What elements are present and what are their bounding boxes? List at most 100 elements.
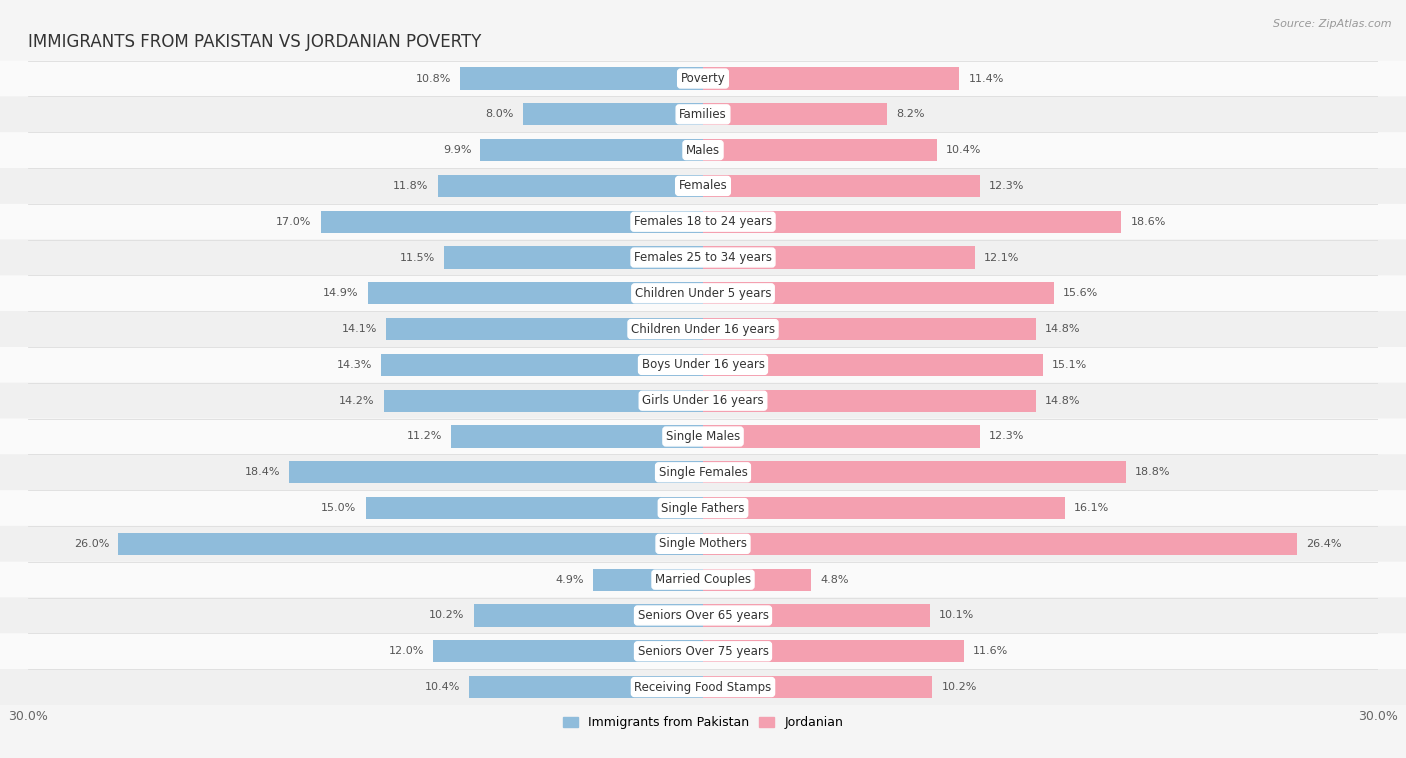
Bar xyxy=(703,211,1122,233)
Bar xyxy=(703,390,1036,412)
Text: 14.3%: 14.3% xyxy=(337,360,373,370)
Text: Receiving Food Stamps: Receiving Food Stamps xyxy=(634,681,772,694)
Text: 10.8%: 10.8% xyxy=(416,74,451,83)
FancyBboxPatch shape xyxy=(0,562,1406,597)
Text: Females: Females xyxy=(679,180,727,193)
Text: 11.5%: 11.5% xyxy=(401,252,436,262)
FancyBboxPatch shape xyxy=(0,634,1406,669)
Bar xyxy=(481,139,703,161)
Text: 11.6%: 11.6% xyxy=(973,647,1008,656)
Text: Single Mothers: Single Mothers xyxy=(659,537,747,550)
Text: Males: Males xyxy=(686,143,720,157)
Text: 15.1%: 15.1% xyxy=(1052,360,1087,370)
Text: Females 18 to 24 years: Females 18 to 24 years xyxy=(634,215,772,228)
Text: 15.6%: 15.6% xyxy=(1063,288,1098,299)
Bar xyxy=(703,318,1036,340)
Bar xyxy=(703,175,980,197)
Text: 15.0%: 15.0% xyxy=(322,503,357,513)
Text: Single Males: Single Males xyxy=(666,430,740,443)
Bar xyxy=(703,461,1126,484)
Text: 18.6%: 18.6% xyxy=(1130,217,1166,227)
Bar xyxy=(593,568,703,590)
Bar xyxy=(703,641,965,662)
Bar xyxy=(381,354,703,376)
Bar xyxy=(703,533,1296,555)
FancyBboxPatch shape xyxy=(0,275,1406,312)
Bar xyxy=(460,67,703,89)
Text: Source: ZipAtlas.com: Source: ZipAtlas.com xyxy=(1274,19,1392,29)
Text: Single Fathers: Single Fathers xyxy=(661,502,745,515)
FancyBboxPatch shape xyxy=(0,454,1406,490)
Bar xyxy=(444,246,703,268)
Text: IMMIGRANTS FROM PAKISTAN VS JORDANIAN POVERTY: IMMIGRANTS FROM PAKISTAN VS JORDANIAN PO… xyxy=(28,33,481,51)
Text: 10.2%: 10.2% xyxy=(429,610,464,621)
Bar xyxy=(470,676,703,698)
Bar xyxy=(437,175,703,197)
Text: 12.0%: 12.0% xyxy=(388,647,425,656)
Bar xyxy=(703,139,936,161)
Text: Married Couples: Married Couples xyxy=(655,573,751,586)
Text: 10.1%: 10.1% xyxy=(939,610,974,621)
Bar xyxy=(385,318,703,340)
FancyBboxPatch shape xyxy=(0,240,1406,275)
Text: 18.8%: 18.8% xyxy=(1135,467,1170,478)
Text: Females 25 to 34 years: Females 25 to 34 years xyxy=(634,251,772,264)
FancyBboxPatch shape xyxy=(0,96,1406,132)
Text: 12.3%: 12.3% xyxy=(988,431,1024,441)
Text: 14.8%: 14.8% xyxy=(1045,324,1080,334)
FancyBboxPatch shape xyxy=(0,132,1406,168)
Text: Families: Families xyxy=(679,108,727,121)
Bar xyxy=(703,676,932,698)
Bar xyxy=(290,461,703,484)
Text: Boys Under 16 years: Boys Under 16 years xyxy=(641,359,765,371)
Text: Poverty: Poverty xyxy=(681,72,725,85)
Bar xyxy=(703,282,1054,305)
Text: 10.4%: 10.4% xyxy=(946,145,981,155)
Text: Girls Under 16 years: Girls Under 16 years xyxy=(643,394,763,407)
Bar xyxy=(474,604,703,627)
Bar xyxy=(703,246,976,268)
Bar xyxy=(703,497,1066,519)
Bar xyxy=(523,103,703,125)
Text: 10.2%: 10.2% xyxy=(942,682,977,692)
FancyBboxPatch shape xyxy=(0,204,1406,240)
Text: 26.4%: 26.4% xyxy=(1306,539,1341,549)
Bar xyxy=(703,425,980,447)
Bar xyxy=(451,425,703,447)
Bar xyxy=(321,211,703,233)
Text: Children Under 5 years: Children Under 5 years xyxy=(634,287,772,300)
Text: 8.0%: 8.0% xyxy=(485,109,515,119)
Text: Seniors Over 65 years: Seniors Over 65 years xyxy=(637,609,769,622)
Text: 18.4%: 18.4% xyxy=(245,467,280,478)
Text: Children Under 16 years: Children Under 16 years xyxy=(631,323,775,336)
Bar xyxy=(366,497,703,519)
FancyBboxPatch shape xyxy=(0,168,1406,204)
Text: 11.8%: 11.8% xyxy=(394,181,429,191)
Bar xyxy=(118,533,703,555)
Bar xyxy=(703,604,931,627)
Text: Seniors Over 75 years: Seniors Over 75 years xyxy=(637,645,769,658)
FancyBboxPatch shape xyxy=(0,347,1406,383)
Bar xyxy=(703,568,811,590)
Text: 14.9%: 14.9% xyxy=(323,288,359,299)
Text: 14.1%: 14.1% xyxy=(342,324,377,334)
FancyBboxPatch shape xyxy=(0,383,1406,418)
FancyBboxPatch shape xyxy=(0,490,1406,526)
Text: 11.2%: 11.2% xyxy=(406,431,441,441)
FancyBboxPatch shape xyxy=(0,597,1406,634)
Bar xyxy=(703,67,959,89)
Text: 14.8%: 14.8% xyxy=(1045,396,1080,406)
Bar xyxy=(703,103,887,125)
Bar xyxy=(384,390,703,412)
FancyBboxPatch shape xyxy=(0,312,1406,347)
FancyBboxPatch shape xyxy=(0,61,1406,96)
Text: 4.8%: 4.8% xyxy=(820,575,848,584)
Text: 16.1%: 16.1% xyxy=(1074,503,1109,513)
Text: 17.0%: 17.0% xyxy=(276,217,312,227)
Text: 10.4%: 10.4% xyxy=(425,682,460,692)
FancyBboxPatch shape xyxy=(0,418,1406,454)
Bar xyxy=(433,641,703,662)
Text: 12.1%: 12.1% xyxy=(984,252,1019,262)
FancyBboxPatch shape xyxy=(0,669,1406,705)
Text: 11.4%: 11.4% xyxy=(969,74,1004,83)
